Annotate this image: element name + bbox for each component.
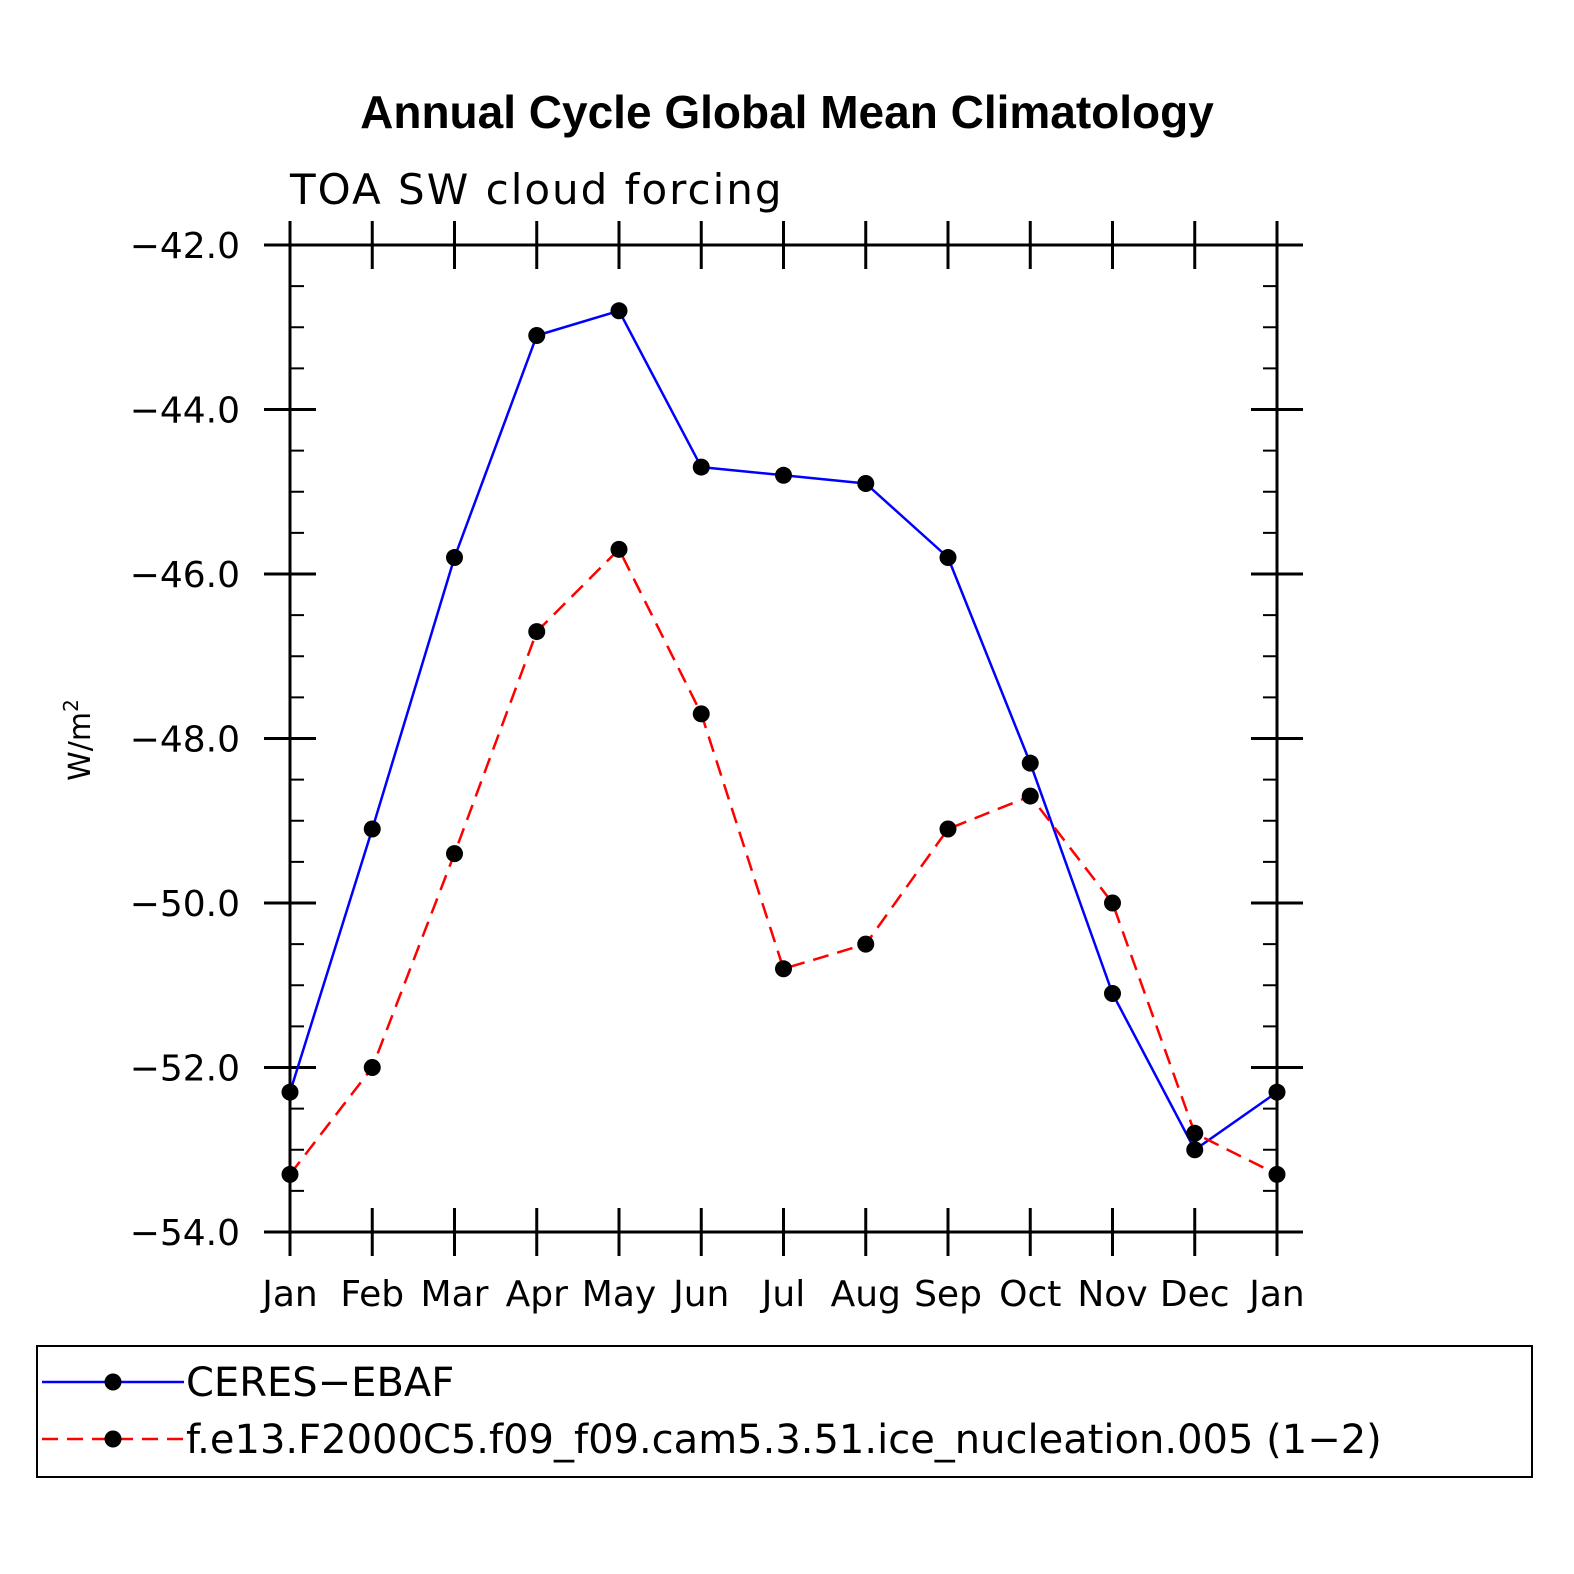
series-0-point — [281, 1083, 299, 1101]
y-axis-label-superscript: 2 — [59, 699, 83, 712]
chart-subtitle: TOA SW cloud forcing — [289, 165, 784, 214]
series-1-point — [446, 845, 463, 863]
series-0-point — [528, 326, 546, 344]
x-tick-label: Jan — [260, 1274, 318, 1315]
legend-label-model: f.e13.F2000C5.f09_f09.cam5.3.51.ice_nucl… — [186, 1417, 1382, 1463]
x-tick-label: Nov — [1077, 1274, 1147, 1315]
series-0-point — [857, 475, 875, 493]
x-tick-label: Oct — [999, 1274, 1061, 1315]
series-0-point — [1268, 1083, 1286, 1101]
series-1-point — [939, 820, 957, 838]
x-tick-label: Jun — [671, 1274, 729, 1315]
series-0-point — [1186, 1141, 1204, 1159]
series-1-point — [692, 705, 710, 723]
series-0-point — [363, 820, 381, 838]
series-0-point — [1021, 754, 1039, 772]
axis-ticks — [264, 221, 1303, 1256]
series-1-point — [857, 935, 875, 953]
y-axis-label-unit: W/m — [63, 712, 98, 781]
series-0-point — [692, 458, 710, 476]
series-1-point — [610, 540, 628, 558]
x-tick-label: Feb — [340, 1274, 404, 1315]
series-1-point — [1104, 894, 1121, 912]
legend-label-ceres: CERES−EBAF — [186, 1360, 454, 1406]
y-tick-label: −52.0 — [130, 1049, 240, 1090]
series-0-point — [775, 466, 792, 484]
x-tick-label: Jan — [1247, 1274, 1305, 1315]
x-tick-label: Aug — [831, 1274, 901, 1315]
y-tick-labels: −42.0 −44.0 −46.0 −48.0 −50.0 −52.0 −54.0 — [130, 226, 240, 1254]
legend-marker-model — [104, 1430, 122, 1448]
x-tick-label: Dec — [1160, 1274, 1230, 1315]
x-tick-label: Sep — [914, 1274, 982, 1315]
series-1-point — [1268, 1165, 1286, 1183]
svg-text:W/m2: W/m2 — [59, 699, 98, 781]
series-1-point — [1186, 1124, 1204, 1142]
series-1-point — [528, 623, 546, 641]
series-layer — [281, 302, 1286, 1183]
y-tick-label: −46.0 — [130, 555, 240, 596]
series-1-point — [363, 1059, 381, 1076]
series-0-point — [1104, 984, 1121, 1002]
series-1-point — [1021, 787, 1039, 805]
series-1-point — [775, 960, 792, 978]
y-tick-label: −42.0 — [130, 226, 240, 267]
y-tick-label: −44.0 — [130, 391, 240, 432]
y-tick-label: −54.0 — [130, 1213, 240, 1254]
legend: CERES−EBAF f.e13.F2000C5.f09_f09.cam5.3.… — [36, 1345, 1533, 1478]
series-0-point — [610, 302, 628, 320]
series-0-point — [939, 549, 957, 567]
chart-title: Annual Cycle Global Mean Climatology — [360, 86, 1214, 138]
x-tick-labels: Jan Feb Mar Apr May Jun Jul Aug Sep Oct Nov Dec Jan — [260, 1274, 1305, 1315]
x-tick-label: Apr — [506, 1274, 568, 1315]
x-tick-label: Mar — [421, 1274, 489, 1315]
x-tick-label: May — [582, 1274, 656, 1315]
y-tick-label: −48.0 — [130, 720, 240, 761]
y-axis-label: W/m2 — [59, 699, 98, 781]
y-tick-label: −50.0 — [130, 884, 240, 925]
x-tick-label: Jul — [760, 1274, 805, 1315]
series-0-point — [446, 549, 463, 567]
legend-box — [36, 1345, 1533, 1478]
series-1-point — [281, 1165, 299, 1183]
legend-marker-ceres — [104, 1373, 122, 1391]
